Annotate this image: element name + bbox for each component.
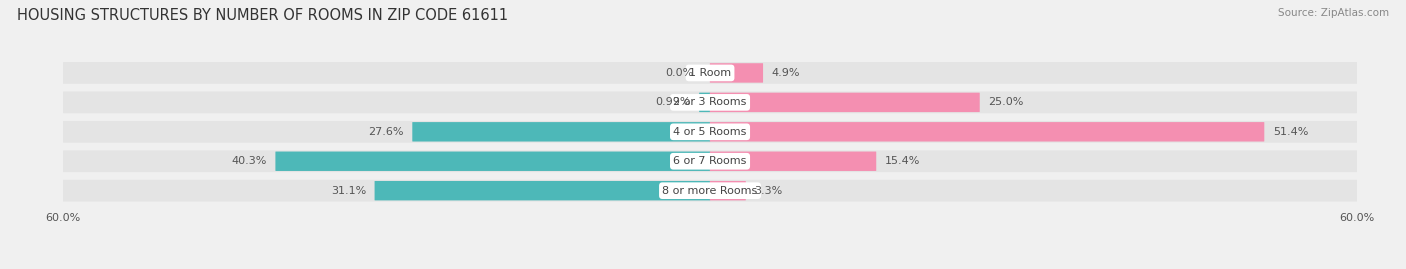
FancyBboxPatch shape xyxy=(374,181,710,200)
Text: 8 or more Rooms: 8 or more Rooms xyxy=(662,186,758,196)
FancyBboxPatch shape xyxy=(710,122,1264,141)
Text: 0.0%: 0.0% xyxy=(665,68,695,78)
FancyBboxPatch shape xyxy=(710,63,763,83)
Text: 4 or 5 Rooms: 4 or 5 Rooms xyxy=(673,127,747,137)
Text: 15.4%: 15.4% xyxy=(884,156,920,166)
Text: 4.9%: 4.9% xyxy=(772,68,800,78)
FancyBboxPatch shape xyxy=(63,121,1357,143)
Text: 27.6%: 27.6% xyxy=(368,127,404,137)
FancyBboxPatch shape xyxy=(710,181,745,200)
FancyBboxPatch shape xyxy=(412,122,710,141)
Text: 1 Room: 1 Room xyxy=(689,68,731,78)
FancyBboxPatch shape xyxy=(710,151,876,171)
FancyBboxPatch shape xyxy=(699,93,710,112)
Text: HOUSING STRUCTURES BY NUMBER OF ROOMS IN ZIP CODE 61611: HOUSING STRUCTURES BY NUMBER OF ROOMS IN… xyxy=(17,8,508,23)
Text: 25.0%: 25.0% xyxy=(988,97,1024,107)
Text: 31.1%: 31.1% xyxy=(330,186,366,196)
Text: 0.99%: 0.99% xyxy=(655,97,690,107)
Text: 51.4%: 51.4% xyxy=(1272,127,1308,137)
FancyBboxPatch shape xyxy=(63,62,1357,84)
FancyBboxPatch shape xyxy=(63,180,1357,201)
Text: 40.3%: 40.3% xyxy=(232,156,267,166)
Text: 6 or 7 Rooms: 6 or 7 Rooms xyxy=(673,156,747,166)
Text: 3.3%: 3.3% xyxy=(754,186,783,196)
FancyBboxPatch shape xyxy=(710,93,980,112)
FancyBboxPatch shape xyxy=(63,150,1357,172)
Text: 2 or 3 Rooms: 2 or 3 Rooms xyxy=(673,97,747,107)
Text: Source: ZipAtlas.com: Source: ZipAtlas.com xyxy=(1278,8,1389,18)
FancyBboxPatch shape xyxy=(276,151,710,171)
FancyBboxPatch shape xyxy=(63,91,1357,113)
